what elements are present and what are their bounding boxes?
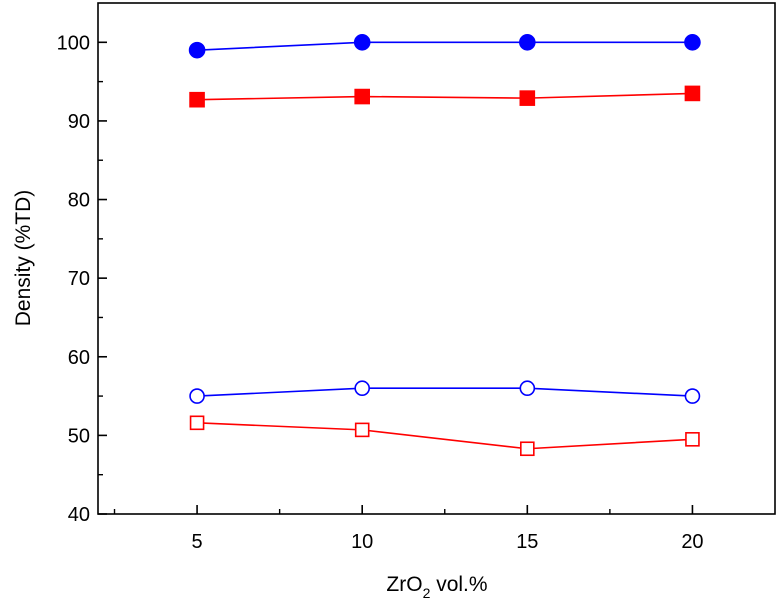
y-tick-label: 50 xyxy=(68,425,90,447)
data-point xyxy=(521,442,534,455)
series-line xyxy=(197,93,692,99)
data-point xyxy=(685,86,699,100)
series-line xyxy=(197,42,692,50)
data-point xyxy=(190,389,204,403)
y-tick-label: 40 xyxy=(68,504,90,526)
y-tick-label: 90 xyxy=(68,111,90,133)
y-tick-label: 70 xyxy=(68,268,90,290)
data-point xyxy=(686,433,699,446)
x-tick-label: 10 xyxy=(351,531,373,553)
data-point xyxy=(191,416,204,429)
data-point xyxy=(355,35,370,50)
data-point xyxy=(685,35,700,50)
x-tick-label: 15 xyxy=(516,531,538,553)
series-line xyxy=(197,423,692,449)
series-filled-circle xyxy=(190,35,700,58)
series-open-square xyxy=(191,416,699,455)
data-point xyxy=(685,389,699,403)
x-tick-label: 20 xyxy=(681,531,703,553)
x-axis-title-suffix: vol.% xyxy=(430,573,487,596)
data-series xyxy=(190,35,700,455)
data-point xyxy=(190,43,205,58)
series-filled-square xyxy=(190,86,699,106)
data-point xyxy=(520,381,534,395)
axis-tick-labels: 40 50 60 70 80 90 100 5 10 15 20 xyxy=(57,32,704,553)
y-tick-label: 80 xyxy=(68,190,90,212)
series-line xyxy=(197,388,692,396)
x-axis-title: ZrO2 vol.% xyxy=(386,573,487,601)
x-axis-title-subscript: 2 xyxy=(423,585,431,601)
y-axis-title: Density (%TD) xyxy=(12,190,35,327)
plot-frame xyxy=(98,3,775,514)
y-tick-label: 100 xyxy=(57,32,90,54)
data-point xyxy=(355,381,369,395)
axis-ticks xyxy=(98,42,692,514)
data-point xyxy=(356,423,369,436)
data-point xyxy=(520,91,534,105)
data-point xyxy=(520,35,535,50)
data-point xyxy=(190,93,204,107)
x-tick-label: 5 xyxy=(192,531,203,553)
y-tick-label: 60 xyxy=(68,347,90,369)
series-open-circle xyxy=(190,381,699,403)
x-axis-title-main: ZrO xyxy=(386,573,422,596)
data-point xyxy=(355,90,369,104)
